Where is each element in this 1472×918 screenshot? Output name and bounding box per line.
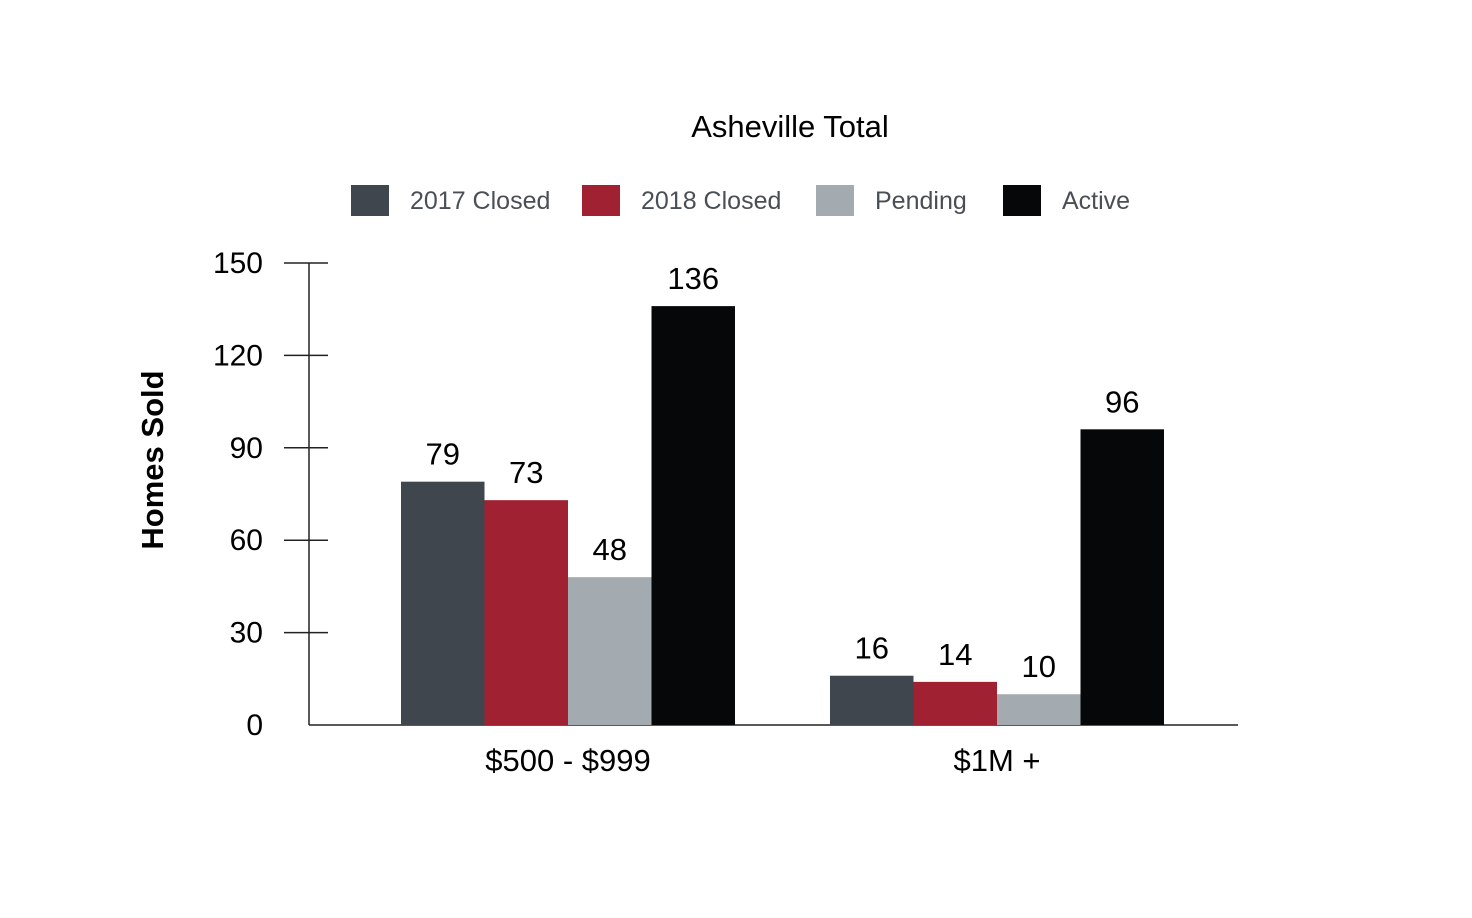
bar-2017-closed [401, 481, 485, 725]
data-labels: 79 73 48 136 16 14 10 96 [426, 261, 1140, 684]
x-tick-label: $1M + [953, 743, 1040, 778]
data-label-2018-closed: 73 [509, 455, 543, 490]
bar-2018-closed [484, 500, 568, 725]
y-tick-label: 60 [230, 524, 263, 557]
legend-swatch-2017-closed [351, 185, 389, 216]
y-tick-label: 30 [230, 617, 263, 650]
data-label-2017-closed: 16 [855, 631, 889, 666]
bar-pending [568, 577, 652, 725]
bar-2017-closed [830, 675, 914, 725]
legend-label-pending: Pending [875, 187, 967, 215]
bar-pending [997, 694, 1081, 725]
chart-title: Asheville Total [691, 109, 889, 144]
legend-label-2018-closed: 2018 Closed [641, 187, 781, 215]
data-label-active: 136 [667, 261, 719, 296]
legend-swatch-2018-closed [582, 185, 620, 216]
legend-swatch-pending [816, 185, 854, 216]
y-tick-label: 0 [246, 709, 263, 742]
legend: 2017 Closed 2018 Closed Pending Active [351, 185, 1130, 216]
bars [401, 306, 1164, 725]
bar-active [651, 306, 735, 725]
data-label-pending: 48 [593, 532, 627, 567]
y-tick-label: 150 [213, 247, 263, 280]
data-label-active: 96 [1105, 384, 1139, 419]
data-label-2017-closed: 79 [426, 437, 460, 472]
legend-label-active: Active [1062, 187, 1130, 215]
bar-active [1080, 429, 1164, 725]
y-axis-label: Homes Sold [135, 370, 170, 549]
legend-swatch-active [1003, 185, 1041, 216]
legend-label-2017-closed: 2017 Closed [410, 187, 550, 215]
bar-2018-closed [913, 681, 997, 725]
data-label-2018-closed: 14 [938, 637, 972, 672]
y-tick-label: 90 [230, 432, 263, 465]
axes: 0 30 60 90 120 150 $500 - $999 $1M + [213, 247, 1238, 778]
data-label-pending: 10 [1022, 649, 1056, 684]
y-tick-label: 120 [213, 339, 263, 372]
x-tick-label: $500 - $999 [485, 743, 650, 778]
